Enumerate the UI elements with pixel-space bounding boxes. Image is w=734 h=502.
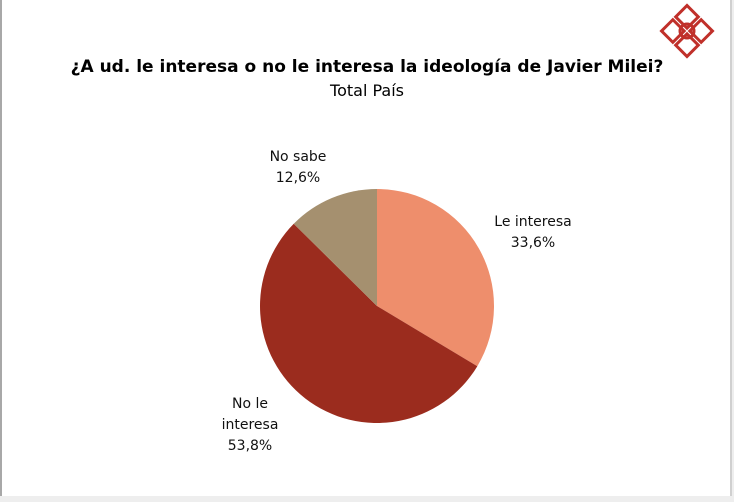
slice-label-value: 53,8% [227,438,273,454]
slice-label-no-le-interesa: No le interesa 53,8% [200,394,300,457]
slice-label-le-interesa: Le interesa 33,6% [478,212,588,254]
chart-title: ¿A ud. le interesa o no le interesa la i… [70,57,664,77]
slice-label-value: 33,6% [510,235,556,251]
slice-label-text: No sabe [269,149,327,165]
pie-slice-le-interesa [377,189,495,367]
slice-label-value: 12,6% [275,170,321,186]
pie-slice-no-le-interesa [260,223,478,423]
pie-slice-no-sabe [293,189,377,306]
slice-label-text: Le interesa [494,214,572,230]
chart-subtitle: Total País [330,81,404,100]
slice-label-text: No le interesa [221,396,279,433]
brand-logo-icon [659,3,715,59]
slice-label-no-sabe: No sabe 12,6% [248,147,348,189]
